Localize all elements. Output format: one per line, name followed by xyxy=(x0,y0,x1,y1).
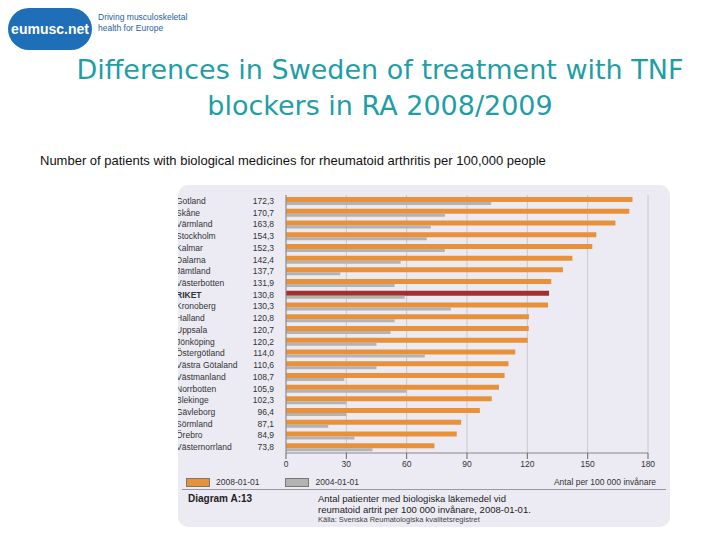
svg-text:Västerbotten: Västerbotten xyxy=(178,278,224,288)
html-text:2008-01-01: 2008-01-01 xyxy=(216,477,260,487)
svg-text:Gotland: Gotland xyxy=(178,196,206,206)
html-text:reumatoid artrit per 100 000 i: reumatoid artrit per 100 000 invånare, 2… xyxy=(318,504,531,515)
svg-text:120,7: 120,7 xyxy=(253,325,275,335)
html-text:Källa: Svenska Reumatologiska: Källa: Svenska Reumatologiska kvalitetsr… xyxy=(318,515,480,524)
svg-text:0: 0 xyxy=(284,459,289,469)
html-text:eumusc.net: eumusc.net xyxy=(11,21,89,37)
svg-text:Västmanland: Västmanland xyxy=(178,372,226,382)
html-text:Antal per 100 000 invånare: Antal per 100 000 invånare xyxy=(553,477,656,487)
svg-text:Kronoberg: Kronoberg xyxy=(178,301,216,311)
svg-text:60: 60 xyxy=(402,459,412,469)
svg-text:110,6: 110,6 xyxy=(253,360,274,370)
svg-text:Uppsala: Uppsala xyxy=(178,325,207,335)
svg-text:Halland: Halland xyxy=(178,313,205,323)
svg-text:102,3: 102,3 xyxy=(253,395,275,405)
svg-text:RIKET: RIKET xyxy=(178,290,202,300)
svg-text:84,9: 84,9 xyxy=(257,430,274,440)
html-text:Driving musculoskeletal: Driving musculoskeletal xyxy=(98,12,188,22)
svg-text:Blekinge: Blekinge xyxy=(178,395,209,405)
svg-text:114,0: 114,0 xyxy=(253,348,274,358)
svg-text:Örebro: Örebro xyxy=(178,430,203,440)
svg-text:Västernorrland: Västernorrland xyxy=(178,442,232,452)
svg-text:154,3: 154,3 xyxy=(253,231,275,241)
svg-text:142,4: 142,4 xyxy=(253,255,275,265)
svg-text:137,7: 137,7 xyxy=(253,266,275,276)
svg-text:120: 120 xyxy=(520,459,534,469)
svg-text:87,1: 87,1 xyxy=(257,419,274,429)
svg-text:Gävleborg: Gävleborg xyxy=(178,407,215,417)
svg-text:Jönköping: Jönköping xyxy=(178,337,215,347)
svg-text:73,8: 73,8 xyxy=(257,442,274,452)
svg-text:Skåne: Skåne xyxy=(178,208,200,218)
svg-text:163,8: 163,8 xyxy=(253,219,275,229)
svg-text:131,9: 131,9 xyxy=(253,278,275,288)
svg-text:170,7: 170,7 xyxy=(253,208,275,218)
svg-text:Värmland: Värmland xyxy=(178,219,213,229)
svg-text:152,3: 152,3 xyxy=(253,243,275,253)
svg-text:Sörmland: Sörmland xyxy=(178,419,213,429)
svg-text:150: 150 xyxy=(581,459,595,469)
svg-text:120,2: 120,2 xyxy=(253,337,275,347)
html-text:Number of patients with biolog: Number of patients with biological medic… xyxy=(40,153,546,168)
html-text:Diagram A:13: Diagram A:13 xyxy=(188,493,253,504)
svg-text:Kalmar: Kalmar xyxy=(178,243,203,253)
svg-text:130,8: 130,8 xyxy=(253,290,275,300)
svg-text:30: 30 xyxy=(342,459,352,469)
svg-text:130,3: 130,3 xyxy=(253,301,275,311)
svg-text:180: 180 xyxy=(641,459,655,469)
svg-text:96,4: 96,4 xyxy=(257,407,274,417)
svg-text:90: 90 xyxy=(462,459,472,469)
svg-text:Östergötland: Östergötland xyxy=(178,348,225,358)
html-text:2004-01-01: 2004-01-01 xyxy=(315,477,359,487)
svg-text:120,8: 120,8 xyxy=(253,313,275,323)
html-text:health for Europe: health for Europe xyxy=(98,23,164,33)
svg-text:172,3: 172,3 xyxy=(253,196,275,206)
svg-text:108,7: 108,7 xyxy=(253,372,275,382)
html-text:Antal patienter med biologiska: Antal patienter med biologiska läkemedel… xyxy=(318,493,506,504)
html-text:Differences in Sweden of treat: Differences in Sweden of treatment with … xyxy=(76,54,684,121)
svg-text:Jämtland: Jämtland xyxy=(178,266,211,276)
svg-text:Dalarna: Dalarna xyxy=(178,255,206,265)
svg-text:Stockholm: Stockholm xyxy=(178,231,216,241)
svg-text:Norrbotten: Norrbotten xyxy=(178,384,216,394)
svg-text:105,9: 105,9 xyxy=(253,384,275,394)
svg-text:Västra Götaland: Västra Götaland xyxy=(178,360,238,370)
